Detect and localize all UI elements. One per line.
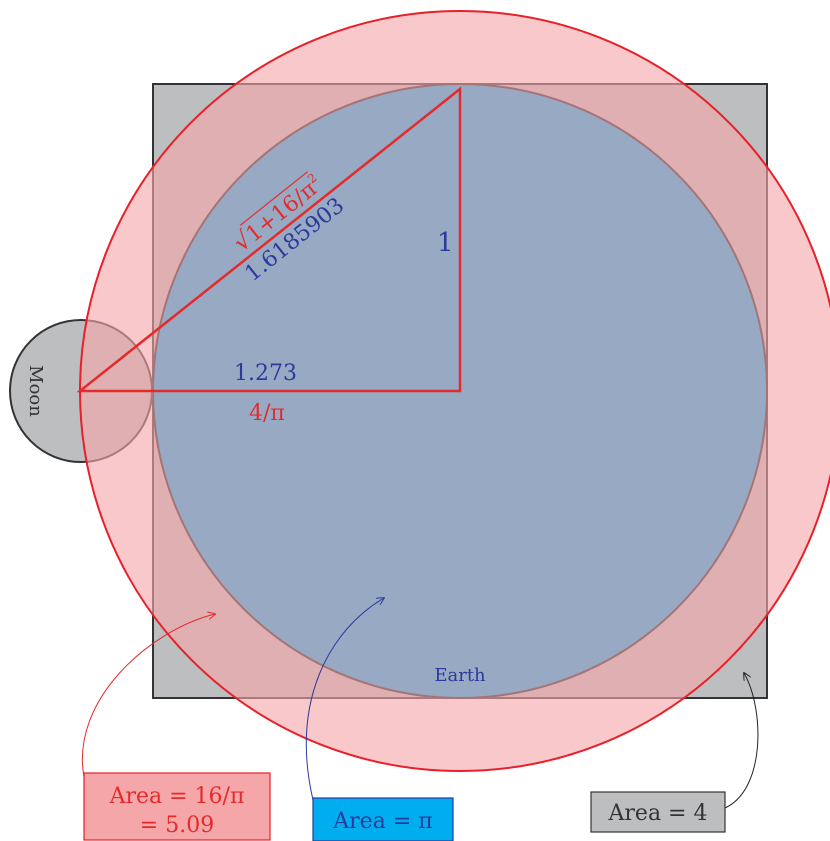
- sqrt-overline: [239, 171, 309, 226]
- triangle: [76, 86, 462, 393]
- earth-area-box: [312, 797, 454, 841]
- earth-area-label: Area = π: [332, 809, 432, 834]
- base-decimal-label: 1.273: [234, 361, 297, 386]
- big-circle-area-line2: = 5.09: [140, 813, 214, 838]
- base-fraction-label: 4/π: [249, 401, 285, 426]
- earth-arrow: [305, 598, 384, 801]
- square-area-label: Area = 4: [608, 801, 708, 826]
- moon-label: Moon: [25, 365, 46, 417]
- big-circle-arrow: [81, 614, 215, 778]
- square-area-box: [590, 791, 726, 833]
- square-arrow: [724, 673, 759, 809]
- side-one-label: 1: [437, 228, 454, 258]
- big-circle-area-line1: Area = 16/π: [109, 784, 245, 809]
- earth-label: Earth: [434, 665, 486, 686]
- big-circle-area-box: [83, 772, 271, 841]
